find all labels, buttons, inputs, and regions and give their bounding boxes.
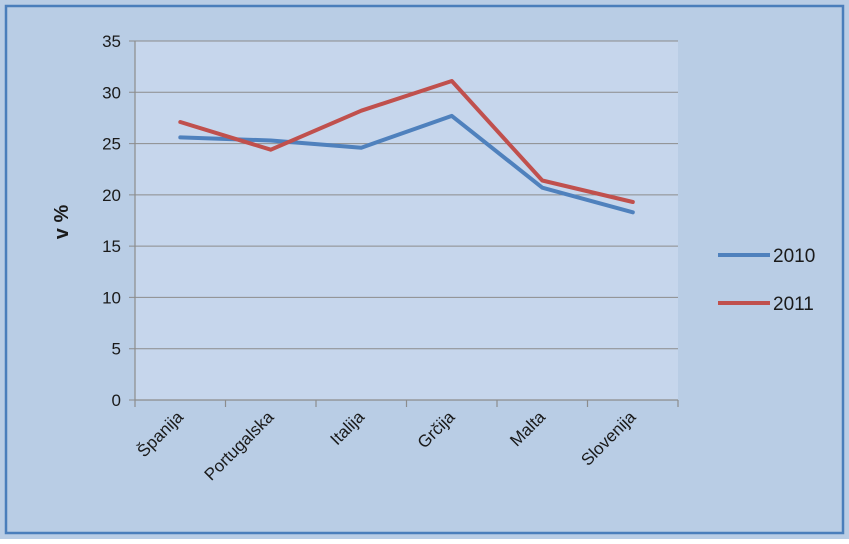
axes (134, 41, 679, 407)
y-tick-label: 30 (102, 83, 121, 102)
series-line-2011 (178, 79, 635, 204)
gridlines (129, 40, 678, 401)
y-tick-label: 35 (102, 32, 121, 51)
series-line-2010 (178, 113, 635, 215)
y-axis-label: v % (51, 205, 73, 240)
y-tick-label: 25 (102, 135, 121, 154)
y-tick-label: 0 (112, 391, 121, 410)
chart-border (4, 4, 845, 535)
y-axis-tick-labels: 0 5 10 15 20 25 30 35 (102, 32, 121, 410)
legend: 2010 2011 (718, 246, 815, 315)
y-tick-label: 15 (102, 237, 121, 256)
series-lines (178, 79, 635, 215)
y-tick-label: 20 (102, 186, 121, 205)
y-tick-label: 10 (102, 288, 121, 307)
plot-area (135, 41, 678, 400)
legend-label: 2010 (773, 246, 815, 267)
legend-label: 2011 (773, 294, 814, 315)
y-tick-label: 5 (112, 340, 121, 359)
